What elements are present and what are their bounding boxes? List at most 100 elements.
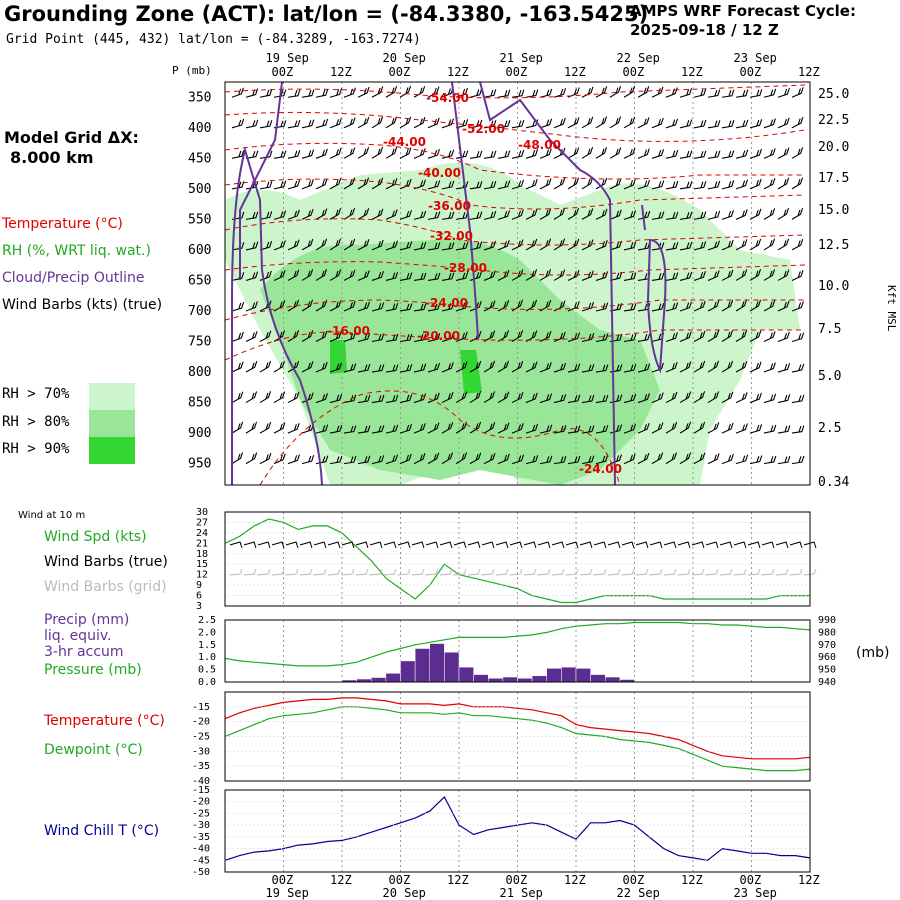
pressure-ytick-label: 960: [818, 652, 836, 663]
wind-barb: [637, 333, 651, 343]
pressure-tick-label: 850: [188, 396, 211, 411]
wind-barb: [441, 272, 455, 281]
wind-barb: [679, 150, 693, 159]
wind-barb: [399, 241, 413, 251]
wind-barb: [693, 88, 707, 98]
wind-barb-grid: [411, 568, 425, 576]
wind-barb: [721, 360, 734, 373]
wind-barb: [735, 392, 748, 404]
wind-barb: [259, 89, 273, 98]
legend-pressure: Pressure (mb): [44, 662, 142, 678]
bottom-time-label: 00Z: [623, 873, 645, 887]
wind-barb: [679, 271, 693, 281]
wind-barb: [623, 210, 637, 220]
wind-barb-true: [719, 541, 733, 549]
temperature-contour-6: [224, 299, 805, 321]
wind-barb: [483, 180, 497, 190]
wind-barb: [329, 147, 342, 159]
wind-barb: [763, 238, 776, 251]
precip-bar: [385, 673, 401, 683]
wind-barb: [665, 87, 678, 98]
pressure-tick-label: 650: [188, 273, 211, 288]
temperature-contour-5: [224, 261, 806, 276]
wind-barb: [427, 272, 441, 281]
wind-barb: [385, 302, 399, 312]
wind-barb: [749, 148, 762, 159]
wind-barb: [595, 86, 608, 98]
height-tick-label: 15.0: [818, 203, 849, 218]
wind-barb: [511, 269, 524, 281]
wind-barb: [287, 391, 300, 404]
precip-bar: [531, 675, 547, 683]
wind-ytick-label: 27: [196, 517, 208, 528]
wind-barb: [749, 238, 762, 251]
legend-rh80: RH > 80%: [2, 414, 70, 430]
wind-barb: [693, 150, 707, 159]
wind-barb-true: [621, 541, 635, 549]
wind-barb: [581, 177, 594, 190]
wind-barb-grid: [425, 568, 439, 576]
wind-barb: [693, 391, 706, 404]
wind-barb-grid: [299, 568, 313, 576]
wind-barb-true: [607, 541, 621, 549]
forecast-cycle: AMPS WRF Forecast Cycle: 2025-09-18 / 12…: [630, 2, 856, 40]
wind-barb: [665, 391, 678, 404]
pressure-axis-title: P (mb): [172, 64, 212, 77]
wind-barb: [665, 272, 679, 281]
temperature-contour-label: -54.00: [426, 91, 469, 105]
wind-barb: [315, 361, 328, 373]
wind-barb: [343, 455, 357, 465]
wind-barb: [511, 423, 524, 434]
wind-barb: [581, 146, 594, 159]
legend-rh90: RH > 90%: [2, 441, 70, 457]
page-title: Grounding Zone (ACT): lat/lon = (-84.338…: [4, 2, 649, 26]
wind-barb: [595, 425, 609, 434]
wind-barb-grid: [593, 568, 607, 576]
wind-barb: [399, 364, 413, 373]
wind-barb: [749, 178, 762, 190]
wind-barb: [287, 454, 300, 465]
wind-barb: [483, 89, 497, 98]
wind-barb: [609, 85, 622, 98]
legend-precip3: 3-hr accum: [44, 644, 124, 660]
legend-barbs-grid: Wind Barbs (grid): [44, 579, 167, 595]
bottom-time-label: 12Z: [681, 873, 703, 887]
wind-barb: [623, 303, 637, 312]
wind-barb-grid: [229, 568, 243, 576]
wind-barb: [497, 89, 511, 98]
wind-barb: [553, 425, 567, 434]
wind-barb: [735, 454, 749, 465]
pressure-tick-label: 700: [188, 304, 211, 319]
wind-barb: [511, 391, 524, 404]
legend-rh70-swatch: [89, 383, 135, 410]
wind-barb: [329, 177, 342, 190]
wind-barb: [301, 238, 314, 251]
wind-barb: [427, 148, 440, 159]
wind-barb: [245, 119, 259, 129]
windchill-ytick-label: -45: [192, 855, 210, 866]
windchill-ytick-label: -15: [192, 785, 210, 796]
wind-ytick-label: 30: [196, 507, 208, 518]
wind-barb: [259, 211, 273, 220]
wind-barb: [749, 424, 763, 434]
wind-barb: [301, 361, 314, 373]
wind-barb: [483, 330, 496, 342]
wind-barb: [637, 148, 650, 159]
wind-barb: [707, 270, 720, 281]
wind-barb-true: [341, 541, 355, 549]
wind-barb: [273, 422, 286, 434]
wind-barb: [385, 209, 398, 220]
wind-barb-true: [411, 541, 425, 549]
wind-barb: [539, 393, 553, 404]
wind-barb: [707, 120, 721, 129]
wind-barb: [679, 181, 693, 190]
wind-barb-true: [537, 541, 551, 549]
wind-barb: [441, 452, 454, 465]
wind-barb: [679, 421, 692, 434]
wind-barb: [231, 150, 245, 159]
wind-barb: [553, 269, 566, 281]
temperature-contour-8: [259, 390, 621, 486]
wind-barb: [735, 330, 748, 342]
wind-barb-grid: [481, 568, 495, 576]
